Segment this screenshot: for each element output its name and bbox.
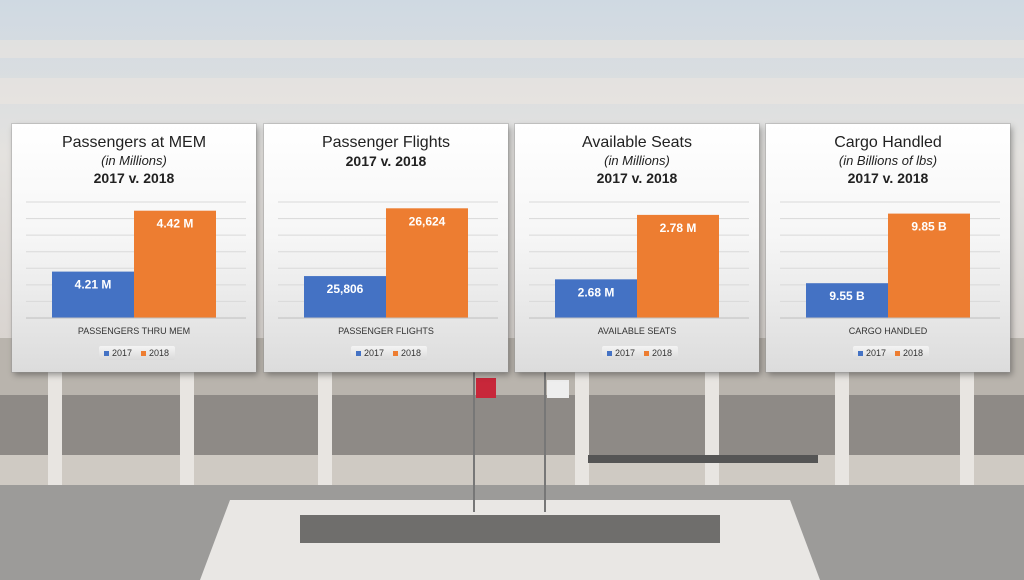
column xyxy=(318,365,332,485)
cargo-bar-plot: 9.55 B 9.85 B xyxy=(780,201,1000,319)
flights-bar-plot: 25,806 26,624 xyxy=(278,201,498,319)
column xyxy=(705,365,719,485)
legend-swatch-2017 xyxy=(104,351,109,356)
legend-label-2017: 2017 xyxy=(615,348,636,358)
legend-swatch-2018 xyxy=(895,351,900,356)
legend-label-2018: 2018 xyxy=(149,348,170,358)
legend-box: 2017 2018 xyxy=(351,346,427,360)
data-label-2017: 4.21 M xyxy=(75,278,112,292)
category-label: CARGO HANDLED xyxy=(848,326,928,336)
bar-2018 xyxy=(637,214,719,318)
legend-swatch-2017 xyxy=(858,351,863,356)
category-label: PASSENGERS THRU MEM xyxy=(77,326,191,336)
chart-comparison: 2017 v. 2018 xyxy=(847,170,929,186)
legend-box: 2017 2018 xyxy=(853,346,929,360)
flagpole xyxy=(544,372,546,512)
legend: 2017 2018 xyxy=(515,346,759,362)
bar-2018 xyxy=(888,213,970,318)
legend-label-2017: 2017 xyxy=(364,348,385,358)
legend-swatch-2017 xyxy=(356,351,361,356)
legend-swatch-2018 xyxy=(393,351,398,356)
cloud-band xyxy=(0,78,1024,104)
legend: 2017 2018 xyxy=(12,346,256,362)
legend-label-2018: 2018 xyxy=(652,348,673,358)
legend: 2017 2018 xyxy=(264,346,508,362)
bar-2017 xyxy=(52,271,134,318)
data-label-2018: 4.42 M xyxy=(157,217,194,231)
bar-2017 xyxy=(555,279,637,318)
chart-title: Passenger Flights xyxy=(321,134,451,151)
legend-label-2017: 2017 xyxy=(112,348,133,358)
legend-label-2017: 2017 xyxy=(866,348,887,358)
chart-title: Passengers at MEM xyxy=(61,134,207,151)
column xyxy=(575,365,589,485)
chart-subtitle: (in Millions) xyxy=(101,153,167,168)
legend-label-2018: 2018 xyxy=(903,348,924,358)
data-label-2018: 2.78 M xyxy=(660,221,697,235)
legend-box: 2017 2018 xyxy=(99,346,175,360)
column xyxy=(180,365,194,485)
garage-opening xyxy=(300,515,720,543)
terminal-windows xyxy=(0,395,1024,455)
flagpole xyxy=(473,372,475,512)
legend-swatch-2017 xyxy=(607,351,612,356)
category-label: AVAILABLE SEATS xyxy=(597,326,677,336)
flag-tennessee xyxy=(476,378,496,398)
canopy xyxy=(588,455,818,463)
terminal-base xyxy=(0,455,1024,485)
legend-swatch-2018 xyxy=(644,351,649,356)
chart-subtitle: (in Millions) xyxy=(604,153,670,168)
flag xyxy=(547,380,569,398)
passengers-bar-plot: 4.21 M 4.42 M xyxy=(26,201,246,319)
cloud-band xyxy=(0,40,1024,58)
bar-2017 xyxy=(806,283,888,318)
column xyxy=(835,365,849,485)
seats-bar-plot: 2.68 M 2.78 M xyxy=(529,201,749,319)
data-label-2018: 9.85 B xyxy=(911,220,947,234)
chart-title: Cargo Handled xyxy=(834,134,942,151)
column xyxy=(48,365,62,485)
data-label-2018: 26,624 xyxy=(409,214,446,228)
column xyxy=(960,365,974,485)
chart-comparison: 2017 v. 2018 xyxy=(93,170,175,186)
chart-subtitle: (in Billions of lbs) xyxy=(838,153,938,168)
legend-label-2018: 2018 xyxy=(401,348,422,358)
seats-chart-card: Available Seats (in Millions) 2017 v. 20… xyxy=(515,124,759,372)
data-label-2017: 2.68 M xyxy=(578,285,615,299)
bar-2017 xyxy=(304,276,386,318)
legend-box: 2017 2018 xyxy=(602,346,678,360)
data-label-2017: 25,806 xyxy=(327,282,364,296)
bar-2018 xyxy=(386,208,468,318)
chart-comparison: 2017 v. 2018 xyxy=(345,153,427,169)
bar-2018 xyxy=(134,210,216,318)
cargo-chart-card: Cargo Handled (in Billions of lbs) 2017 … xyxy=(766,124,1010,372)
passengers-chart-card: Passengers at MEM (in Millions) 2017 v. … xyxy=(12,124,256,372)
data-label-2017: 9.55 B xyxy=(829,289,865,303)
flights-chart-card: Passenger Flights 2017 v. 2018 25,806 26,… xyxy=(264,124,508,372)
category-label: PASSENGER FLIGHTS xyxy=(338,326,434,336)
legend: 2017 2018 xyxy=(766,346,1010,362)
legend-swatch-2018 xyxy=(141,351,146,356)
chart-title: Available Seats xyxy=(582,134,692,151)
chart-comparison: 2017 v. 2018 xyxy=(596,170,678,186)
